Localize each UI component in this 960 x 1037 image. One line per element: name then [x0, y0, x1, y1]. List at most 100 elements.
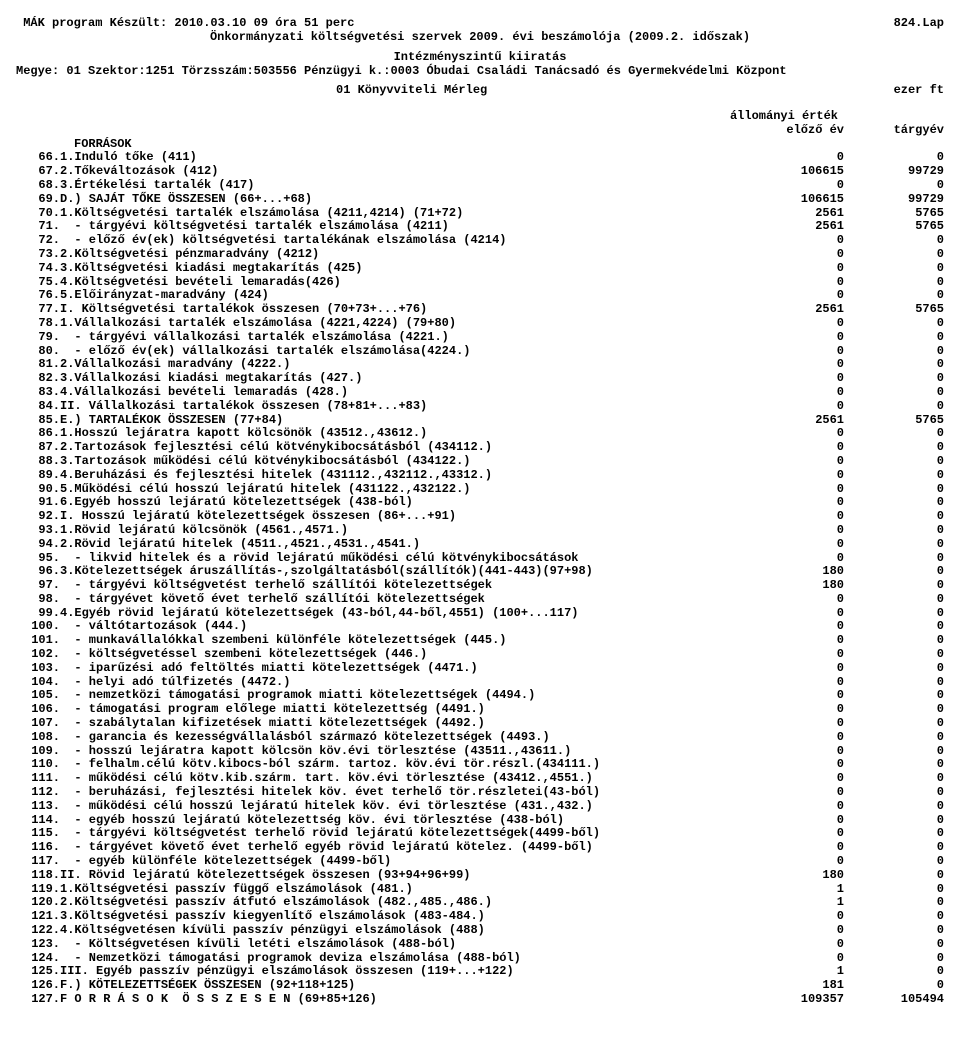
row-curr-value: 0 — [844, 151, 944, 165]
row-prev-value: 0 — [724, 814, 844, 828]
table-row: 98. - tárgyévet követő évet terhelő szál… — [16, 593, 944, 607]
row-description: 1.Vállalkozási tartalék elszámolása (422… — [60, 317, 724, 331]
row-description: - szabálytalan kifizetések miatti kötele… — [60, 717, 724, 731]
row-number: 87. — [16, 441, 60, 455]
row-prev-value: 0 — [724, 151, 844, 165]
table-row: 87.2.Tartozások fejlesztési célú kötvény… — [16, 441, 944, 455]
row-number: 88. — [16, 455, 60, 469]
row-prev-value: 2561 — [724, 220, 844, 234]
table-row: 117. - egyéb különféle kötelezettségek (… — [16, 855, 944, 869]
row-description: - működési célú hosszú lejáratú hitelek … — [60, 800, 724, 814]
row-number: 86. — [16, 427, 60, 441]
row-curr-value: 99729 — [844, 165, 944, 179]
row-curr-value: 105494 — [844, 993, 944, 1007]
row-number: 91. — [16, 496, 60, 510]
row-curr-value: 0 — [844, 952, 944, 966]
row-number: 84. — [16, 400, 60, 414]
row-description: F O R R Á S O K Ö S S Z E S E N (69+85+1… — [60, 993, 724, 1007]
row-description: 3.Kötelezettségek áruszállítás-,szolgált… — [60, 565, 724, 579]
row-description: - előző év(ek) költségvetési tartalékána… — [60, 234, 724, 248]
row-prev-value: 0 — [724, 662, 844, 676]
table-row: 71. - tárgyévi költségvetési tartalék el… — [16, 220, 944, 234]
table-row: 92.I. Hosszú lejáratú kötelezettségek ös… — [16, 510, 944, 524]
sources-label: FORRÁSOK — [16, 137, 944, 151]
row-description: 2.Rövid lejáratú hitelek (4511.,4521.,45… — [60, 538, 724, 552]
row-number: 105. — [16, 689, 60, 703]
row-number: 124. — [16, 952, 60, 966]
row-number: 71. — [16, 220, 60, 234]
row-prev-value: 0 — [724, 234, 844, 248]
row-prev-value: 0 — [724, 552, 844, 566]
row-curr-value: 0 — [844, 276, 944, 290]
row-description: - váltótartozások (444.) — [60, 620, 724, 634]
row-number: 92. — [16, 510, 60, 524]
table-row: 118.II. Rövid lejáratú kötelezettségek ö… — [16, 869, 944, 883]
row-prev-value: 0 — [724, 331, 844, 345]
row-curr-value: 0 — [844, 234, 944, 248]
row-curr-value: 0 — [844, 965, 944, 979]
row-description: 4.Beruházási és fejlesztési hitelek (431… — [60, 469, 724, 483]
row-curr-value: 0 — [844, 607, 944, 621]
row-prev-value: 0 — [724, 372, 844, 386]
row-prev-value: 1 — [724, 883, 844, 897]
table-row: 103. - iparűzési adó feltöltés miatti kö… — [16, 662, 944, 676]
table-row: 76.5.Előirányzat-maradvány (424)00 — [16, 289, 944, 303]
row-description: - likvid hitelek és a rövid lejáratú műk… — [60, 552, 724, 566]
row-number: 108. — [16, 731, 60, 745]
row-prev-value: 0 — [724, 841, 844, 855]
row-description: - beruházási, fejlesztési hitelek köv. é… — [60, 786, 724, 800]
table-row: 82.3.Vállalkozási kiadási megtakarítás (… — [16, 372, 944, 386]
row-number: 119. — [16, 883, 60, 897]
row-prev-value: 0 — [724, 676, 844, 690]
row-prev-value: 0 — [724, 786, 844, 800]
row-prev-value: 0 — [724, 717, 844, 731]
row-description: - felhalm.célú kötv.kibocs-ból szárm. ta… — [60, 758, 724, 772]
row-description: 2.Költségvetési passzív átfutó elszámolá… — [60, 896, 724, 910]
table-row: 94.2.Rövid lejáratú hitelek (4511.,4521.… — [16, 538, 944, 552]
row-prev-value: 0 — [724, 345, 844, 359]
row-description: - egyéb különféle kötelezettségek (4499-… — [60, 855, 724, 869]
row-number: 118. — [16, 869, 60, 883]
row-prev-value: 0 — [724, 703, 844, 717]
row-description: 1.Költségvetési tartalék elszámolása (42… — [60, 207, 724, 221]
row-prev-value: 0 — [724, 496, 844, 510]
column-headers: előző év tárgyév — [16, 124, 944, 138]
row-number: 107. — [16, 717, 60, 731]
table-row: 122.4.Költségvetésen kívüli passzív pénz… — [16, 924, 944, 938]
row-description: - helyi adó túlfizetés (4472.) — [60, 676, 724, 690]
row-curr-value: 0 — [844, 827, 944, 841]
row-number: 95. — [16, 552, 60, 566]
row-description: 4.Költségvetési bevételi lemaradás(426) — [60, 276, 724, 290]
row-number: 104. — [16, 676, 60, 690]
row-curr-value: 5765 — [844, 414, 944, 428]
row-number: 72. — [16, 234, 60, 248]
row-curr-value: 0 — [844, 620, 944, 634]
row-prev-value: 0 — [724, 469, 844, 483]
row-curr-value: 0 — [844, 469, 944, 483]
table-row: 108. - garancia és kezességvállalásból s… — [16, 731, 944, 745]
row-description: 5.Működési célú hosszú lejáratú hitelek … — [60, 483, 724, 497]
row-description: 1.Induló tőke (411) — [60, 151, 724, 165]
entity-line: Megye: 01 Szektor:1251 Törzsszám:503556 … — [16, 64, 944, 78]
row-curr-value: 0 — [844, 179, 944, 193]
row-curr-value: 0 — [844, 689, 944, 703]
row-number: 81. — [16, 358, 60, 372]
row-number: 117. — [16, 855, 60, 869]
table-row: 124. - Nemzetközi támogatási programok d… — [16, 952, 944, 966]
row-description: - hosszú lejáratra kapott kölcsön köv.év… — [60, 745, 724, 759]
row-curr-value: 0 — [844, 317, 944, 331]
table-row: 85.E.) TARTALÉKOK ÖSSZESEN (77+84)256157… — [16, 414, 944, 428]
row-description: - tárgyévi költségvetést terhelő szállít… — [60, 579, 724, 593]
row-curr-value: 0 — [844, 400, 944, 414]
row-description: - működési célú kötv.kib.szárm. tart. kö… — [60, 772, 724, 786]
row-curr-value: 0 — [844, 579, 944, 593]
table-row: 102. - költségvetéssel szembeni köteleze… — [16, 648, 944, 662]
row-number: 96. — [16, 565, 60, 579]
row-curr-value: 0 — [844, 731, 944, 745]
row-number: 112. — [16, 786, 60, 800]
row-description: 2.Tartozások fejlesztési célú kötvénykib… — [60, 441, 724, 455]
row-prev-value: 2561 — [724, 207, 844, 221]
row-number: 103. — [16, 662, 60, 676]
row-prev-value: 0 — [724, 455, 844, 469]
table-row: 89.4.Beruházási és fejlesztési hitelek (… — [16, 469, 944, 483]
